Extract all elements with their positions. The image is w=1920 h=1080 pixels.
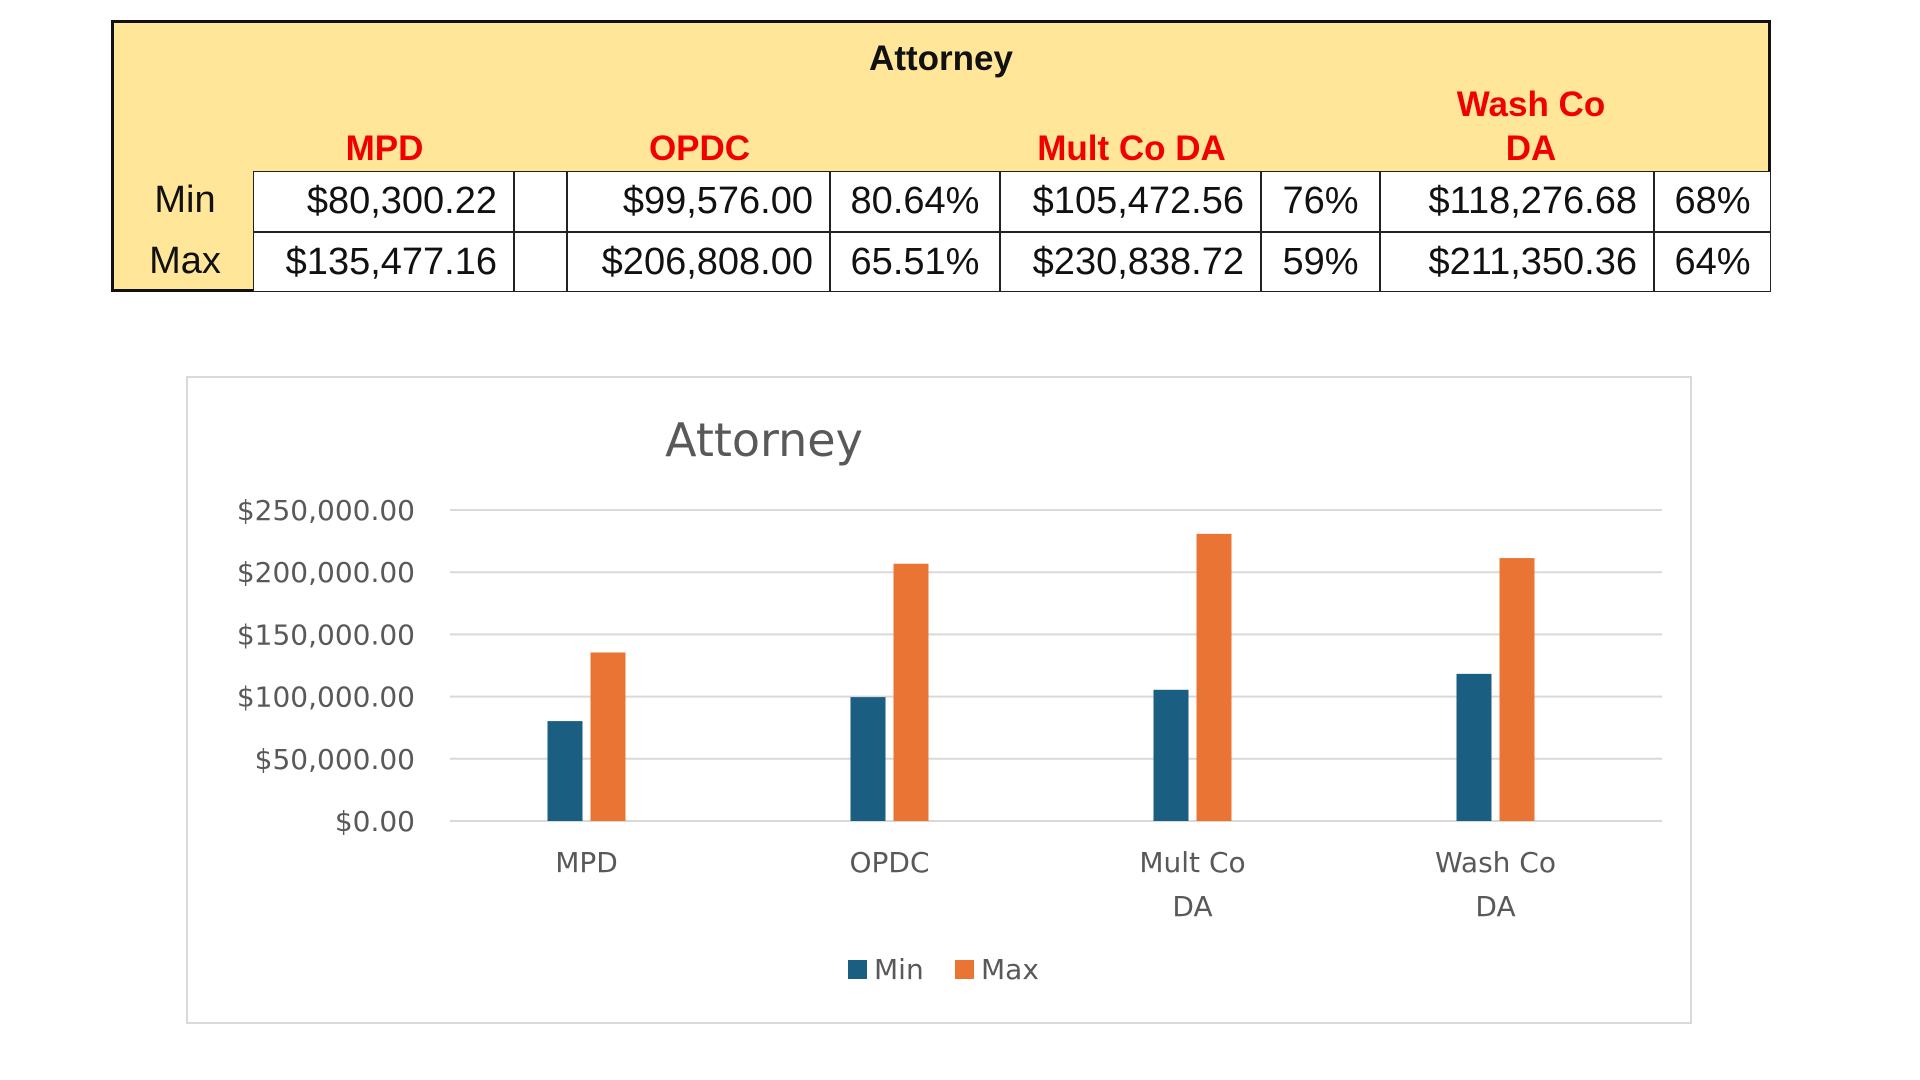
legend-swatch-max [955,960,974,979]
legend-label-max: Max [981,953,1039,986]
column-header-mult-co-da: Mult Co DA [1037,129,1226,168]
y-tick-label: $200,000.00 [237,556,415,589]
x-tick-label: DA [1172,890,1212,923]
table-cell: $135,477.16 [253,232,514,292]
y-tick-label: $50,000.00 [255,743,415,776]
y-tick-label: $250,000.00 [237,494,415,527]
y-tick-label: $100,000.00 [237,681,415,714]
table-cell: 59% [1261,232,1380,292]
row-label-min: Min [154,179,216,221]
table-cell: $80,300.22 [253,171,514,232]
table-cell: $105,472.56 [1000,171,1261,232]
attorney-bar-chart: Attorney $0.00 $50,000.00 $100,000.00 $150,0… [186,376,1692,1024]
x-tick-label: Wash Co [1435,846,1556,879]
bar-min [1456,673,1492,821]
table-cell: $99,576.00 [567,171,830,232]
table-cell: 80.64% [830,171,1000,232]
column-header-wash-co-da: Wash Co DA [1456,85,1606,168]
table-cell: 76% [1261,171,1380,232]
table-cell: 64% [1654,232,1771,292]
bar-min [1153,689,1189,821]
table-cell: $230,838.72 [1000,232,1261,292]
bar-min [850,697,886,821]
x-tick-label: MPD [555,846,618,879]
attorney-salary-table: Attorney MPD OPDC Mult Co DA Wash Co DA M… [111,20,1771,292]
chart-title: Attorney [665,413,863,467]
x-tick-label: DA [1475,890,1515,923]
table-cell: 65.51% [830,232,1000,292]
legend-label-min: Min [874,953,924,986]
bar-max [1196,533,1232,821]
legend-swatch-min [848,960,867,979]
x-tick-label: OPDC [849,846,929,879]
table-title: Attorney [869,39,1013,78]
row-label-max: Max [149,240,221,282]
bar-min [547,721,583,821]
table-cell: $211,350.36 [1380,232,1654,292]
y-tick-label: $150,000.00 [237,618,415,651]
x-tick-label: Mult Co [1139,846,1245,879]
column-header-mpd: MPD [345,129,424,168]
table-cell: $118,276.68 [1380,171,1654,232]
bar-max [590,652,626,821]
column-header-opdc: OPDC [648,129,751,168]
table-cell: $206,808.00 [567,232,830,292]
y-tick-label: $0.00 [335,805,415,838]
bar-max [1499,558,1535,821]
bar-max [893,563,929,821]
table-cell [514,232,567,292]
table-cell: 68% [1654,171,1771,232]
table-cell [514,171,567,232]
